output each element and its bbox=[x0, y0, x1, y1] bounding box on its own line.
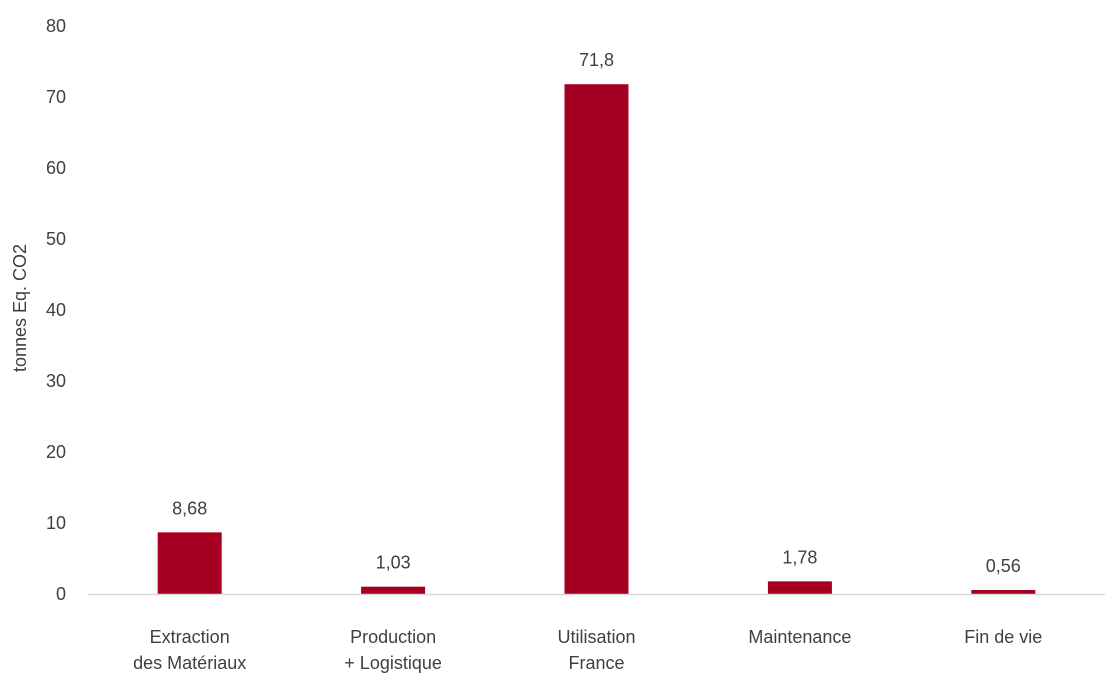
bar bbox=[157, 532, 222, 594]
x-category-label: Extraction bbox=[150, 627, 230, 647]
y-tick-label: 60 bbox=[46, 158, 66, 178]
y-tick-label: 30 bbox=[46, 371, 66, 391]
x-category-label: France bbox=[568, 653, 624, 673]
data-label: 0,56 bbox=[986, 556, 1021, 576]
y-axis-title-group: tonnes Eq. CO2 bbox=[10, 244, 30, 372]
bar bbox=[564, 84, 629, 594]
x-category-label: Utilisation bbox=[557, 627, 635, 647]
y-tick-label: 70 bbox=[46, 87, 66, 107]
bar bbox=[361, 586, 426, 594]
y-tick-label: 80 bbox=[46, 16, 66, 36]
x-category-label: des Matériaux bbox=[133, 653, 246, 673]
y-tick-label: 20 bbox=[46, 442, 66, 462]
data-label: 1,78 bbox=[782, 547, 817, 567]
data-label: 71,8 bbox=[579, 50, 614, 70]
bar bbox=[767, 581, 832, 594]
y-axis-ticks: 0 10 20 30 40 50 60 70 80 bbox=[46, 16, 66, 604]
x-category-label: Maintenance bbox=[748, 627, 851, 647]
y-tick-label: 40 bbox=[46, 300, 66, 320]
data-label: 1,03 bbox=[376, 553, 411, 573]
bars bbox=[157, 84, 1036, 594]
y-tick-label: 50 bbox=[46, 229, 66, 249]
data-label: 8,68 bbox=[172, 498, 207, 518]
y-tick-label: 0 bbox=[56, 584, 66, 604]
x-category-label: Production bbox=[350, 627, 436, 647]
x-axis-category-labels: Extraction des Matériaux Production + Logis… bbox=[133, 627, 1042, 673]
y-axis-title: tonnes Eq. CO2 bbox=[10, 244, 30, 372]
data-labels: 8,68 1,03 71,8 1,78 0,56 bbox=[172, 50, 1021, 576]
x-category-label: + Logistique bbox=[344, 653, 442, 673]
bar bbox=[971, 590, 1036, 594]
x-category-label: Fin de vie bbox=[964, 627, 1042, 647]
y-tick-label: 10 bbox=[46, 513, 66, 533]
